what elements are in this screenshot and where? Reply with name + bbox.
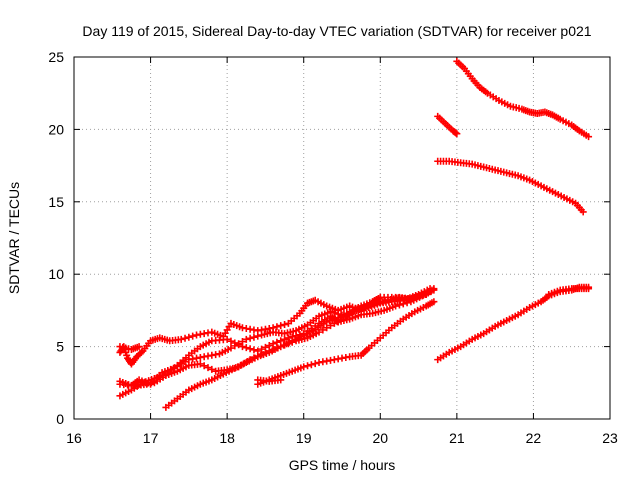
data-marks	[116, 57, 593, 411]
data-point	[399, 300, 407, 308]
data-point	[376, 293, 384, 301]
data-point	[246, 334, 254, 342]
data-point	[585, 133, 593, 141]
data-point	[246, 345, 254, 353]
data-point	[277, 376, 285, 384]
x-tick-label: 16	[66, 430, 82, 446]
data-point	[300, 363, 308, 371]
data-point	[403, 299, 411, 307]
data-point	[430, 298, 438, 306]
y-tick-label: 10	[48, 266, 64, 282]
data-point	[177, 335, 185, 343]
data-point	[238, 343, 246, 351]
data-point	[235, 341, 243, 349]
data-point	[250, 346, 258, 354]
tick-labels: 16 17 18 19 20 21 22 23 0 5 10 15 20 25	[48, 49, 618, 446]
data-point	[242, 344, 250, 352]
x-tick-label: 20	[372, 430, 388, 446]
data-point	[311, 360, 319, 368]
x-tick-label: 23	[602, 430, 618, 446]
series-track-k	[545, 285, 593, 298]
grid	[74, 57, 610, 419]
data-point	[227, 344, 235, 352]
data-point	[177, 360, 185, 368]
data-point	[453, 130, 461, 138]
x-tick-label: 19	[296, 430, 312, 446]
data-point	[307, 361, 315, 369]
data-point	[250, 333, 258, 341]
data-point	[185, 333, 193, 341]
data-point	[281, 321, 289, 329]
data-point	[277, 322, 285, 330]
series-track-g	[254, 298, 438, 388]
y-axis-label: SDTVAR / TECUs	[6, 182, 22, 294]
data-point	[208, 365, 216, 373]
data-point	[254, 332, 262, 340]
data-point	[204, 364, 212, 372]
data-point	[430, 286, 438, 294]
x-tick-label: 21	[449, 430, 465, 446]
series-track-h	[254, 376, 285, 385]
data-point	[273, 323, 281, 331]
x-tick-label: 18	[219, 430, 235, 446]
y-tick-label: 5	[56, 339, 64, 355]
data-point	[189, 332, 197, 340]
series-track-j	[434, 283, 593, 364]
x-tick-label: 17	[143, 430, 159, 446]
data-point	[135, 343, 143, 351]
data-point	[223, 335, 231, 343]
data-point	[304, 362, 312, 370]
data-point	[137, 348, 145, 356]
series-track-a	[116, 285, 434, 368]
data-point	[242, 335, 250, 343]
y-tick-label: 15	[48, 194, 64, 210]
y-tick-label: 25	[48, 49, 64, 65]
data-point	[315, 328, 323, 336]
data-point	[585, 285, 593, 293]
series-track-n	[453, 57, 593, 141]
x-axis-label: GPS time / hours	[289, 457, 396, 473]
series-track-b	[116, 343, 143, 353]
data-point	[395, 301, 403, 309]
data-point	[319, 326, 327, 334]
data-point	[200, 362, 208, 370]
plot-frame	[73, 56, 611, 420]
data-point	[231, 339, 239, 347]
data-point	[418, 290, 426, 298]
x-tick-label: 22	[526, 430, 542, 446]
data-point	[327, 322, 335, 330]
data-point	[330, 309, 338, 317]
data-point	[392, 302, 400, 310]
y-tick-label: 20	[48, 121, 64, 137]
data-point	[227, 337, 235, 345]
data-point	[181, 334, 189, 342]
data-point	[579, 208, 587, 216]
series-track-l	[434, 157, 587, 216]
data-point	[143, 380, 151, 388]
series-track-m	[434, 112, 461, 138]
data-point	[196, 360, 204, 368]
series-track-i	[116, 380, 151, 390]
chart-title: Day 119 of 2015, Sidereal Day-to-day VTE…	[82, 23, 591, 39]
series-track-f	[162, 293, 384, 411]
y-tick-label: 0	[56, 411, 64, 427]
